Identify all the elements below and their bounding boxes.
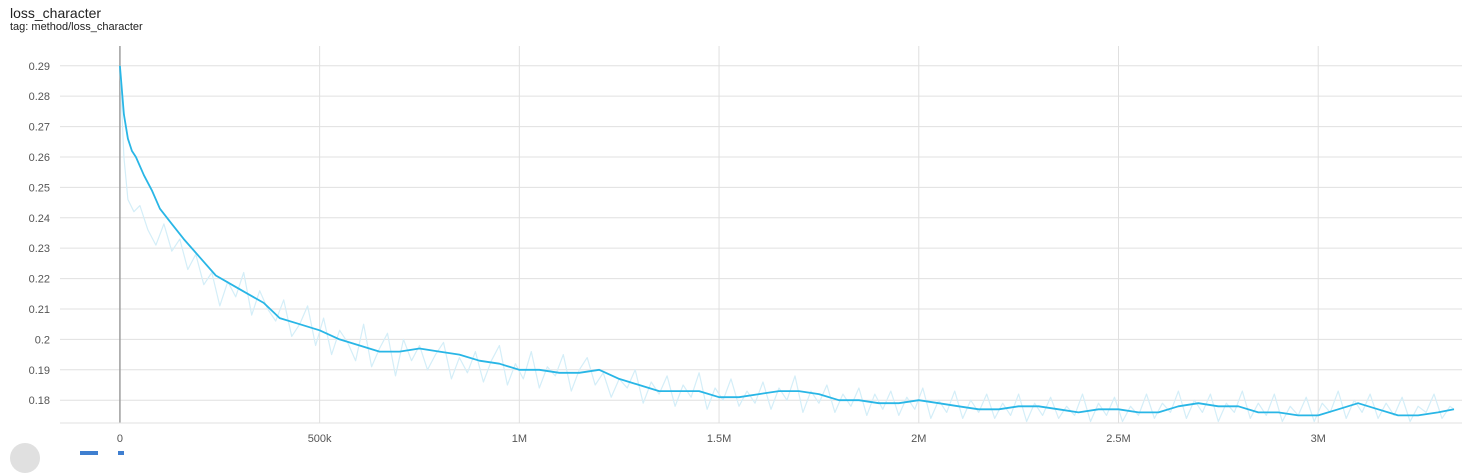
y-tick-label: 0.29 (29, 61, 50, 73)
x-tick-label: 3M (1311, 433, 1326, 445)
series-layer (119, 65, 1455, 423)
data-download-icon[interactable] (80, 451, 98, 455)
y-tick-label: 0.23 (29, 243, 50, 255)
chart-tag: tag: method/loss_character (10, 21, 143, 33)
x-tick-label: 1.5M (707, 433, 731, 445)
y-tick-label: 0.28 (29, 91, 50, 103)
y-tick-label: 0.21 (29, 304, 50, 316)
y-tick-label: 0.25 (29, 182, 50, 194)
grid-lines (60, 46, 1462, 423)
x-tick-label: 2.5M (1106, 433, 1130, 445)
y-tick-label: 0.24 (29, 213, 50, 225)
y-tick-label: 0.2 (35, 334, 50, 346)
x-tick-label: 0 (117, 433, 123, 445)
series-line-raw (119, 65, 1455, 423)
expand-chart-button[interactable] (10, 443, 40, 473)
tick-labels: 0.18 0.19 0.2 0.21 0.22 0.23 0.24 0.25 0.26 0.27 0… (29, 61, 1326, 445)
chart-title: loss_character (10, 5, 102, 21)
y-tick-label: 0.22 (29, 274, 50, 286)
x-tick-label: 2M (911, 433, 926, 445)
y-tick-label: 0.26 (29, 152, 50, 164)
y-tick-label: 0.19 (29, 365, 50, 377)
fit-domain-icon[interactable] (118, 451, 124, 455)
y-tick-label: 0.27 (29, 122, 50, 134)
x-tick-label: 500k (308, 433, 332, 445)
chart-plot[interactable]: 0.18 0.19 0.2 0.21 0.22 0.23 0.24 0.25 0.26 0.27 0… (0, 0, 1468, 453)
x-tick-label: 1M (512, 433, 527, 445)
y-tick-label: 0.18 (29, 395, 50, 407)
series-line-smoothed (119, 65, 1455, 417)
